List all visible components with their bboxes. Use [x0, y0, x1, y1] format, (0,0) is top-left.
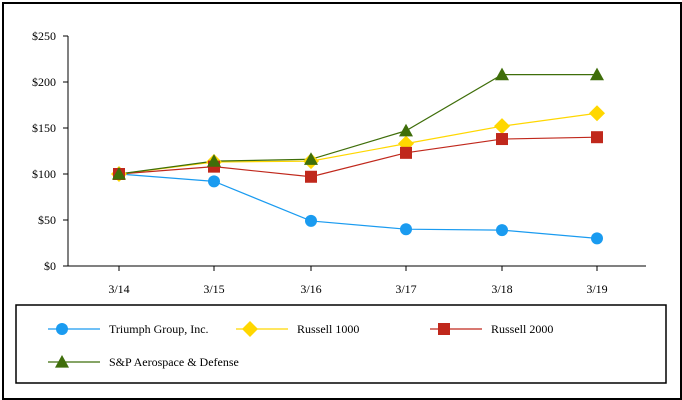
series-line: [118, 173, 598, 239]
data-point: [494, 118, 510, 135]
data-point: [590, 67, 604, 81]
data-point: [207, 154, 221, 167]
data-point: [496, 224, 508, 237]
data-point: [112, 167, 126, 180]
y-tick-label: $100: [32, 167, 56, 181]
legend: Triumph Group, Inc. Russell 1000 Russell 2…: [48, 321, 553, 369]
legend-marker: [56, 323, 68, 335]
x-tick-label: 3/16: [300, 282, 321, 296]
legend-label: Russell 2000: [491, 322, 553, 336]
legend-marker: [438, 323, 450, 335]
series-line: [118, 136, 598, 178]
legend-label: Russell 1000: [297, 322, 359, 336]
data-point: [400, 146, 412, 159]
x-tick-label: 3/15: [203, 282, 224, 296]
data-point: [591, 131, 603, 144]
data-point: [208, 175, 220, 188]
legend-marker: [242, 321, 258, 337]
y-tick-label: $50: [38, 213, 56, 227]
y-tick-label: $200: [32, 75, 56, 89]
legend-label: S&P Aerospace & Defense: [109, 355, 239, 369]
x-tick-label: 3/17: [395, 282, 416, 296]
legend-marker: [55, 355, 69, 368]
x-tick-label: 3/18: [491, 282, 512, 296]
data-point: [495, 67, 509, 81]
axes: $0 $50 $100 $150 $200 $250 3/14 3/15 3/16 3/17 3/1…: [32, 29, 646, 296]
x-tick-label: 3/19: [586, 282, 607, 296]
data-point: [304, 152, 318, 165]
data-point: [400, 223, 412, 236]
data-point: [305, 170, 317, 183]
data-point: [591, 232, 603, 245]
series-line: [118, 74, 597, 175]
y-tick-label: $0: [44, 259, 56, 273]
legend-box: [15, 304, 667, 384]
y-tick-label: $250: [32, 29, 56, 43]
series-line: [118, 112, 598, 175]
data-point: [496, 133, 508, 146]
x-tick-label: 3/14: [108, 282, 129, 296]
y-tick-label: $150: [32, 121, 56, 135]
data-point: [305, 214, 317, 227]
legend-label: Triumph Group, Inc.: [109, 322, 209, 336]
series-layer: [111, 67, 605, 245]
data-point: [399, 123, 413, 137]
data-point: [589, 105, 605, 122]
